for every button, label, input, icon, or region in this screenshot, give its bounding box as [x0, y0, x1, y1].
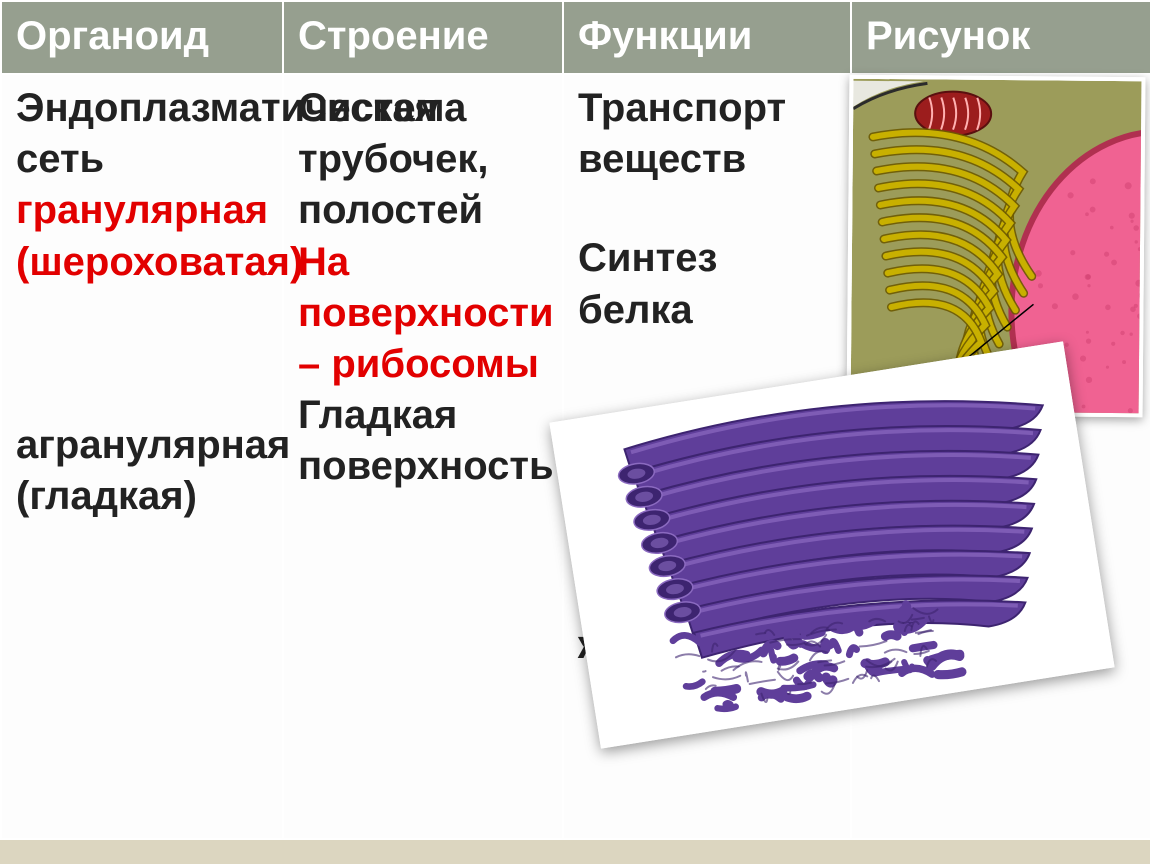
cell-structure: Система трубочек, полостей На поверхност…	[283, 74, 563, 839]
bottom-bar	[0, 840, 1150, 864]
organoid-agranular: агранулярная (гладкая)	[16, 423, 290, 518]
header-functions: Функции	[563, 1, 851, 74]
structure-ribosomes: На поверхности – рибосомы	[298, 240, 554, 386]
function-protein: Синтез белка	[578, 236, 717, 331]
header-structure: Строение	[283, 1, 563, 74]
table-header-row: Органоид Строение Функции Рисунок	[1, 1, 1150, 74]
slide: Органоид Строение Функции Рисунок Эндопл…	[0, 0, 1150, 864]
header-organoid: Органоид	[1, 1, 283, 74]
function-transport: Транспорт веществ	[578, 86, 786, 181]
structure-tubes: Система трубочек, полостей	[298, 86, 489, 232]
organoid-granular: гранулярная (шероховатая)	[16, 188, 303, 283]
cell-organoid: Эндоплазматическая сеть гранулярная (шер…	[1, 74, 283, 839]
header-image: Рисунок	[851, 1, 1150, 74]
structure-smooth: Гладкая поверхность	[298, 393, 554, 488]
